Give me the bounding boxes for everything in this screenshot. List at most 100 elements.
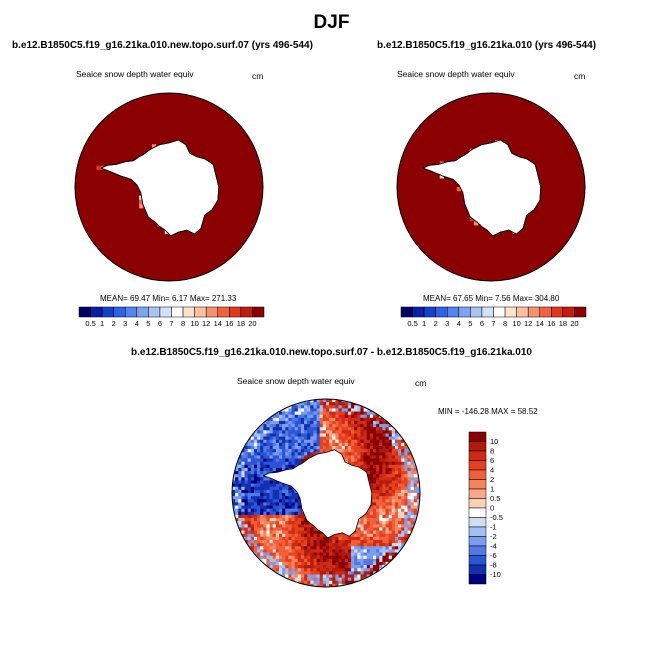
panel2-colorbar-swatch (551, 306, 564, 318)
panel1-coastal-cell (139, 199, 144, 205)
panel1-coastal-cell (139, 204, 144, 209)
panel1-colorbar-swatch (90, 306, 103, 318)
panel1-colorbar-tick-label: 1 (100, 319, 104, 328)
panel2-colorbar-tick-label: 16 (547, 319, 555, 328)
panel1-colorbar-swatch (78, 306, 91, 318)
panel2-colorbar-tick-label: 4 (457, 319, 461, 328)
panel2-title: b.e12.B1850C5.f19_g16.21ka.010 (yrs 496-… (377, 40, 597, 51)
panel2-colorbar-tick-label: 0.5 (407, 319, 417, 328)
panel1-colorbar-swatch (205, 306, 218, 318)
panel2-colorbar-tick-label: 7 (491, 319, 495, 328)
panel2-colorbar-swatch (412, 306, 425, 318)
panel1-colorbar-swatch (148, 306, 161, 318)
panel2-coastal-cell (473, 221, 479, 226)
panel3-colorbar-tick-label: -4 (490, 542, 497, 551)
panel2-stats: MEAN= 67.65 Min= 7.56 Max= 304.80 (423, 294, 560, 303)
panel3-colorbar-swatch (468, 555, 487, 566)
panel2-colorbar-swatch (435, 306, 448, 318)
panel2-map (396, 92, 586, 282)
panel1-colorbar-tick-label: 4 (135, 319, 139, 328)
panel1-colorbar-tick-label: 20 (248, 319, 256, 328)
panel2-map-border (396, 92, 586, 282)
panel1-colorbar-tick-label: 7 (169, 319, 173, 328)
panel1-coastal-cell (151, 144, 157, 149)
panel1-coastal-cell (139, 195, 144, 200)
panel3-colorbar-tick-label: -2 (490, 532, 497, 541)
panel3-colorbar-tick-label: -10 (490, 570, 501, 579)
panel1-units-label: cm (252, 71, 264, 81)
panel2-colorbar-tick-label: 12 (524, 319, 532, 328)
panel3-colorbar-swatch (468, 479, 487, 490)
panel1-map-border (74, 92, 264, 282)
panel2-coastal-cell (439, 174, 444, 179)
panel1-colorbar-swatch (229, 306, 242, 318)
panel3-colorbar-tick-label: 2 (490, 475, 494, 484)
panel2-coastal-cell (456, 187, 462, 192)
panel3-colorbar-tick-label: -6 (490, 551, 497, 560)
panel1-variable-label: Seaice snow depth water equiv (76, 69, 194, 79)
panel2-colorbar-swatch (447, 306, 460, 318)
panel3-colorbar-swatch (468, 441, 487, 452)
panel3-variable-label: Seaice snow depth water equiv (237, 376, 355, 386)
panel2-colorbar-swatch (504, 306, 517, 318)
panel2-colorbar-swatch (539, 306, 552, 318)
panel3-colorbar-swatch (468, 460, 487, 471)
panel3-antarctica-land (262, 449, 373, 539)
panel3-colorbar-swatch (468, 450, 487, 461)
panel3-colorbar-tick-label: 8 (490, 447, 494, 456)
panel2-colorbar-swatch (493, 306, 506, 318)
panel3-colorbar-tick-label: 0.5 (490, 494, 500, 503)
panel2-colorbar-tick-label: 18 (559, 319, 567, 328)
panel1-colorbar-tick-label: 2 (112, 319, 116, 328)
panel2-colorbar-swatch (562, 306, 575, 318)
panel3-colorbar-swatch (468, 536, 487, 547)
panel2-colorbar-tick-label: 2 (434, 319, 438, 328)
panel3-colorbar-swatch (468, 431, 487, 442)
panel1-map (74, 92, 264, 282)
panel3-colorbar-swatch (468, 517, 487, 528)
panel1-colorbar-swatch (113, 306, 126, 318)
panel2-colorbar-tick-label: 10 (512, 319, 520, 328)
panel3-colorbar-swatch (468, 488, 487, 499)
panel3-colorbar-tick-label: 1 (490, 485, 494, 494)
panel1-colorbar-tick-label: 12 (202, 319, 210, 328)
panel1-title: b.e12.B1850C5.f19_g16.21ka.010.new.topo.… (12, 40, 313, 51)
panel3-colorbar-swatch (468, 469, 487, 480)
panel1-colorbar-swatch (101, 306, 114, 318)
panel3-colorbar-tick-label: 10 (490, 437, 498, 446)
panel1-colorbar-swatch (136, 306, 149, 318)
panel1-colorbar-swatch (182, 306, 195, 318)
panel2-colorbar-tick-label: 8 (503, 319, 507, 328)
panel1-colorbar-tick-label: 16 (225, 319, 233, 328)
panel2-colorbar-swatch (470, 306, 483, 318)
panel3-map (231, 398, 421, 588)
panel2-colorbar-swatch (527, 306, 540, 318)
panel2-colorbar-swatch (423, 306, 436, 318)
panel3-stats: MIN = -146.28 MAX = 58.52 (438, 407, 538, 416)
panel1-colorbar-swatch (240, 306, 253, 318)
panel1-colorbar-swatch (194, 306, 207, 318)
panel1-colorbar-tick-label: 18 (237, 319, 245, 328)
panel1-colorbar-tick-label: 3 (123, 319, 127, 328)
panel3-map-border (231, 398, 421, 588)
panel1-colorbar-swatch (171, 306, 184, 318)
panel2-colorbar-swatch (481, 306, 494, 318)
panel1-colorbar-swatch (252, 306, 265, 318)
panel2-coastal-cell (469, 216, 474, 222)
panel2-colorbar-swatch (458, 306, 471, 318)
panel3-colorbar-tick-label: 0 (490, 504, 494, 513)
panel2-colorbar-tick-label: 6 (480, 319, 484, 328)
panel1-colorbar-swatch (159, 306, 172, 318)
panel2-colorbar-tick-label: 14 (536, 319, 544, 328)
panel1-colorbar-swatch (217, 306, 230, 318)
panel2-colorbar-tick-label: 1 (422, 319, 426, 328)
panel1-coastline (100, 139, 220, 237)
panel1-colorbar-tick-label: 6 (158, 319, 162, 328)
panel3-colorbar-swatch (468, 498, 487, 509)
panel1-colorbar-tick-label: 14 (214, 319, 222, 328)
panel1-colorbar-tick-label: 5 (146, 319, 150, 328)
panel1-colorbar-tick-label: 10 (190, 319, 198, 328)
panel3-colorbar-tick-label: -1 (490, 523, 497, 532)
